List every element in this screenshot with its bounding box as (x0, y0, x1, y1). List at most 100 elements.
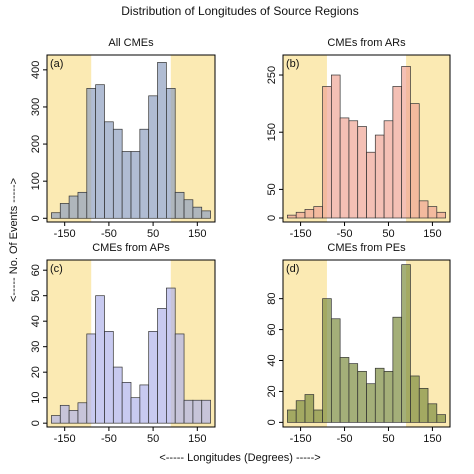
x-tick-label: 50 (382, 228, 394, 240)
bar (436, 211, 446, 219)
bar (392, 316, 403, 423)
panel-title: CMEs from APs (92, 242, 170, 254)
bar (287, 409, 297, 423)
bar (330, 318, 341, 423)
bar (348, 363, 359, 423)
y-tick-label: 60 (30, 264, 42, 276)
bar (112, 366, 123, 424)
bar (357, 126, 367, 219)
bar (130, 151, 141, 219)
x-tick-label: 50 (147, 433, 159, 445)
bar (348, 120, 359, 219)
plot-frame (282, 259, 451, 428)
bar (313, 206, 323, 219)
x-tick-label: -150 (290, 228, 312, 240)
x-tick-label: 150 (423, 433, 441, 445)
x-tick-label: -150 (54, 228, 76, 240)
bar (95, 295, 105, 424)
bar (183, 399, 194, 424)
shaded-region (283, 55, 327, 222)
plot-frame (282, 54, 451, 223)
y-tick-label: 400 (30, 61, 42, 79)
bar (401, 264, 411, 423)
bar (304, 209, 315, 219)
bar (192, 399, 203, 424)
x-axis-label: <----- Longitudes (Degrees) -----> (159, 452, 320, 464)
bar (166, 88, 176, 219)
shaded-region (47, 260, 92, 427)
panel-label: (b) (286, 58, 299, 70)
bar (410, 375, 420, 423)
bar (86, 333, 96, 424)
bar (104, 331, 114, 424)
plot-frame (46, 259, 216, 428)
x-tick-label: -50 (101, 433, 117, 445)
bar (410, 103, 420, 219)
bar (77, 402, 88, 424)
bar (183, 199, 194, 219)
x-tick-label: 50 (382, 433, 394, 445)
bar (174, 191, 185, 219)
bar (51, 415, 61, 424)
bar (366, 151, 376, 219)
bar (157, 308, 167, 424)
x-tick-label: -150 (54, 433, 76, 445)
bar (201, 210, 211, 219)
x-tick-label: 150 (188, 433, 206, 445)
bar (401, 66, 411, 219)
bar (295, 211, 306, 219)
panel-title: CMEs from PEs (327, 242, 406, 254)
bar (287, 214, 297, 219)
bar (374, 134, 385, 219)
y-tick-label: 150 (266, 123, 278, 141)
bar (339, 117, 350, 219)
bar (418, 387, 429, 423)
bar (112, 128, 123, 219)
bar (330, 74, 341, 219)
bar (322, 298, 332, 423)
x-tick-label: -50 (337, 433, 353, 445)
y-tick-label: 100 (30, 172, 42, 190)
bar (374, 367, 385, 423)
x-tick-label: -50 (101, 228, 117, 240)
bar (68, 410, 79, 424)
bar (174, 333, 185, 424)
bar (304, 394, 315, 423)
bar (59, 203, 70, 219)
bar (427, 206, 438, 219)
y-tick-label: 40 (30, 315, 42, 327)
bar (95, 84, 105, 219)
bar (77, 191, 88, 219)
y-tick-label: 200 (30, 135, 42, 153)
x-tick-label: -50 (337, 228, 353, 240)
bar (339, 357, 350, 423)
bar (130, 397, 141, 424)
x-tick-label: -150 (290, 433, 312, 445)
y-tick-label: 20 (266, 385, 278, 397)
bar (139, 384, 150, 424)
bar (313, 409, 323, 423)
bar (104, 121, 114, 219)
y-tick-label: 0 (266, 215, 278, 221)
bar (68, 195, 79, 219)
y-tick-label: 0 (30, 420, 42, 426)
y-tick-label: 30 (30, 341, 42, 353)
bar (139, 128, 150, 219)
plot-frame (46, 54, 216, 223)
bar (59, 404, 70, 424)
y-tick-label: 60 (266, 323, 278, 335)
panel-label: (a) (50, 58, 63, 70)
panel-label: (d) (286, 263, 299, 275)
y-axis-label: <----- No. Of Events -----> (8, 178, 20, 302)
bar (436, 414, 446, 423)
bar (427, 403, 438, 423)
panel-label: (c) (50, 263, 63, 275)
bar (366, 383, 376, 423)
bar (157, 62, 167, 219)
bar (418, 200, 429, 219)
bar (392, 86, 403, 219)
y-tick-label: 50 (266, 183, 278, 195)
bar (357, 370, 367, 423)
y-tick-label: 250 (266, 66, 278, 84)
bar (295, 400, 306, 423)
